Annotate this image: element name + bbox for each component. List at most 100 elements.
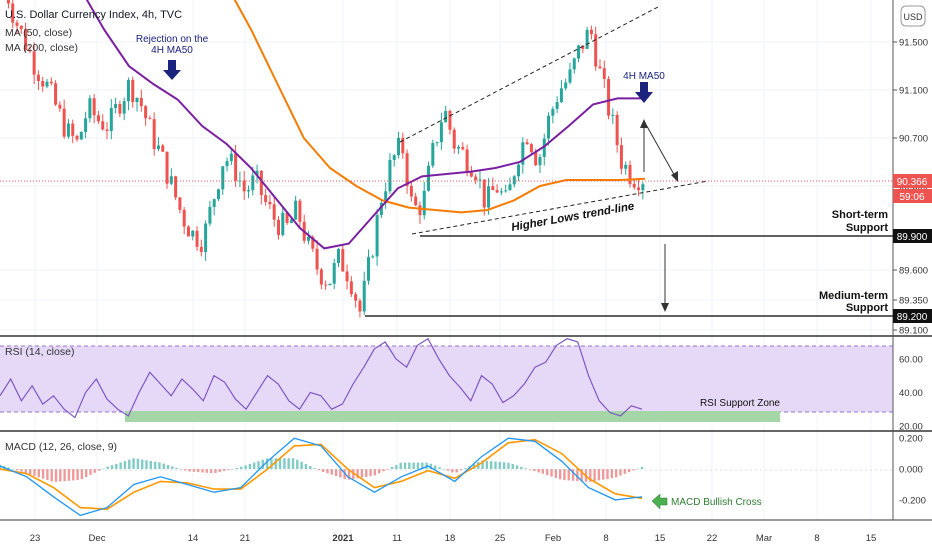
price-tick-label: 89.600 (899, 266, 928, 277)
candle-body (551, 108, 555, 116)
macd-histogram-bar (446, 469, 450, 471)
rsi-tick-label: 20.00 (899, 421, 923, 432)
macd-histogram-bar (253, 462, 256, 470)
candle-body (349, 281, 353, 295)
candle-body (371, 256, 375, 258)
macd-histogram-bar (179, 469, 183, 470)
candle-body (512, 176, 516, 185)
macd-histogram-bar (89, 469, 92, 475)
ma50-legend: MA (50, close) (5, 27, 72, 39)
candle-body (542, 138, 546, 157)
macd-histogram-bar (356, 469, 359, 479)
candle-body (319, 269, 323, 285)
candle-body (264, 195, 268, 202)
candle-body (251, 175, 255, 191)
candle-body (289, 219, 293, 223)
candle-body (135, 97, 139, 103)
currency-button-label[interactable]: USD (903, 12, 923, 22)
macd-histogram-bar (386, 469, 389, 470)
candle-body (418, 205, 422, 216)
candle-body (101, 121, 105, 130)
currency-button[interactable] (900, 5, 926, 27)
rejection-arrow-icon (163, 60, 181, 80)
macd-histogram-bar (188, 469, 191, 472)
macd-histogram-bar (421, 462, 424, 470)
time-tick-label: 15 (655, 533, 666, 544)
price-badge-value: 90.366 (897, 177, 928, 188)
time-tick-label: Mar (756, 533, 772, 544)
macd-histogram-bar (41, 469, 45, 479)
candle-body (384, 191, 388, 203)
candle-body (474, 176, 478, 181)
macd-histogram-bar (28, 469, 32, 475)
candle-body (195, 230, 199, 247)
candle-body (619, 145, 623, 169)
macd-histogram-bar (623, 469, 626, 474)
candle-body (156, 145, 160, 150)
candle-body (401, 137, 405, 154)
candle-body (594, 34, 598, 67)
candle-body (555, 102, 559, 109)
candle-body (337, 249, 341, 264)
macd-histogram-bar (606, 469, 609, 479)
higher-lows-trend-line (411, 180, 709, 235)
macd-histogram-bar (274, 458, 277, 470)
candle-body (268, 201, 272, 205)
macd-histogram-bar (222, 469, 226, 471)
macd-histogram-bar (192, 469, 196, 472)
candle-body (131, 80, 135, 103)
macd-histogram-bar (248, 463, 252, 470)
macd-histogram-bar (412, 462, 415, 470)
macd-histogram-bar (334, 469, 338, 477)
time-tick-label: 25 (495, 533, 506, 544)
short-term-label-line1: Short-term (832, 209, 888, 221)
grid (0, 0, 893, 520)
candle-body (324, 284, 328, 286)
candle-body (242, 180, 246, 192)
time-tick-label: 18 (445, 533, 456, 544)
candle-body (285, 212, 289, 223)
candle-body (96, 115, 100, 122)
price-tick-label: 89.350 (899, 296, 928, 307)
macd-histogram-bar (571, 469, 575, 481)
medium-term-label-line2: Support (846, 302, 888, 314)
candle-body (174, 176, 178, 198)
candle-body (495, 190, 499, 193)
macd-histogram-bar (110, 465, 114, 470)
macd-histogram-bar (309, 465, 312, 470)
candle-body (632, 183, 636, 188)
macd-histogram-bar (46, 469, 49, 481)
candle-body (564, 82, 568, 89)
macd-histogram-bar (425, 462, 428, 470)
time-tick-label: Feb (545, 533, 561, 544)
ma200-legend: MA (200, close) (5, 42, 78, 54)
candle-body (379, 202, 383, 216)
candle-body (491, 186, 495, 191)
macd-histogram-bar (640, 466, 644, 470)
macd-histogram-bar (291, 458, 295, 470)
macd-histogram-bar (429, 463, 433, 470)
macd-histogram-bar (296, 459, 299, 470)
macd-tick-label: -0.200 (899, 495, 926, 506)
ma50-annotation: 4H MA50 (623, 71, 665, 82)
ma50-arrow-icon (635, 82, 653, 103)
macd-histogram-bar (567, 469, 570, 481)
candle-body (311, 236, 315, 249)
rsi-title: RSI (14, close) (5, 346, 74, 358)
candle-body (105, 129, 109, 132)
countdown-badge (893, 189, 932, 203)
candle-body (62, 108, 66, 137)
macd-histogram-bar (136, 458, 140, 470)
candle-body (457, 146, 461, 149)
macd-histogram-bar (67, 469, 71, 481)
macd-histogram-bar (481, 460, 484, 470)
candle-body (525, 142, 529, 145)
candle-body (221, 166, 225, 190)
macd-histogram-bar (214, 469, 217, 474)
macd-histogram-bar (257, 461, 260, 470)
candle-body (598, 66, 602, 69)
macd-histogram-bar (593, 469, 596, 482)
candle-body (144, 106, 148, 119)
medium-term-label-line1: Medium-term (819, 290, 888, 302)
macd-histogram-bar (33, 469, 36, 476)
